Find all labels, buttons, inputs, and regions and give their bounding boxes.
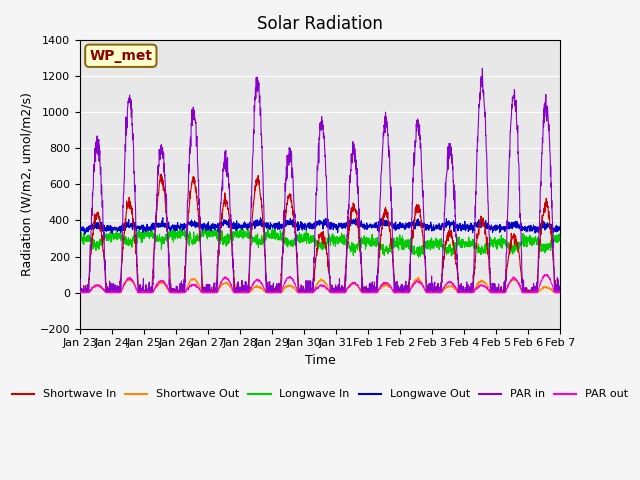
X-axis label: Time: Time xyxy=(305,354,335,367)
Text: WP_met: WP_met xyxy=(90,49,152,63)
Y-axis label: Radiation (W/m2, umol/m2/s): Radiation (W/m2, umol/m2/s) xyxy=(21,93,34,276)
Title: Solar Radiation: Solar Radiation xyxy=(257,15,383,33)
Legend: Shortwave In, Shortwave Out, Longwave In, Longwave Out, PAR in, PAR out: Shortwave In, Shortwave Out, Longwave In… xyxy=(7,385,633,404)
